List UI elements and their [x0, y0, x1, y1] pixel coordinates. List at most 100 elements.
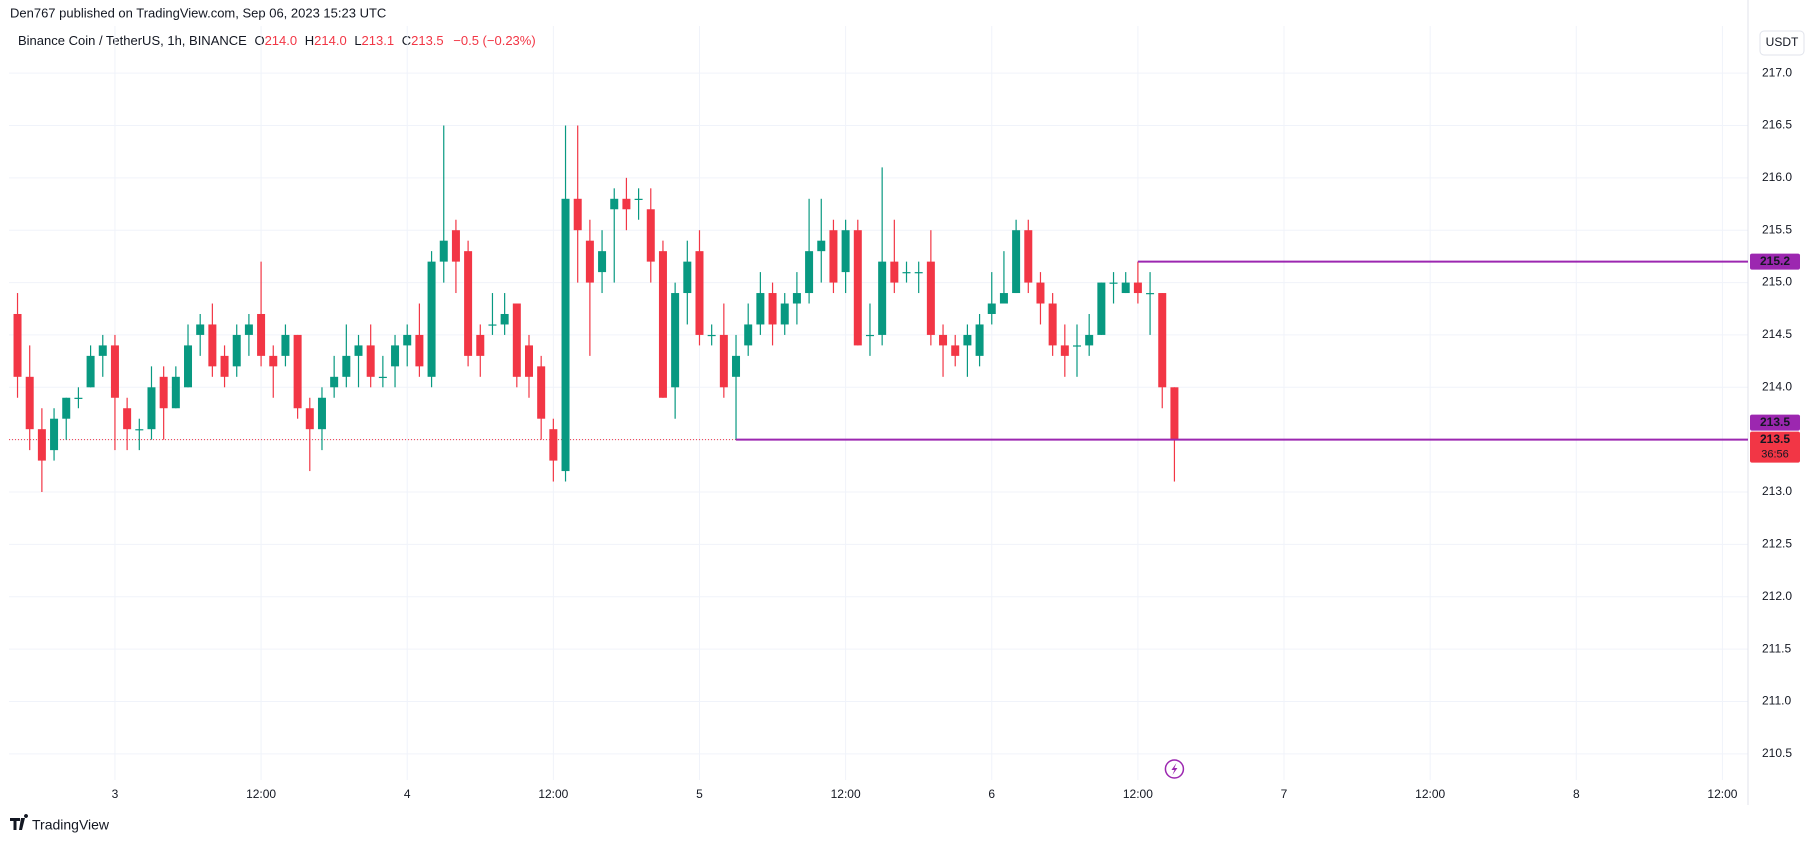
candle-body	[171, 376, 180, 409]
candle-body	[1085, 334, 1094, 346]
candle-body	[549, 429, 558, 461]
l-value: 213.1	[362, 33, 395, 48]
candle-body	[780, 303, 789, 325]
candle-body	[890, 261, 899, 283]
x-tick-label: 4	[404, 787, 411, 801]
candle-body	[25, 376, 34, 430]
candle-body	[184, 345, 193, 388]
currency-button[interactable]	[1759, 30, 1805, 56]
candle-body	[561, 198, 570, 472]
candle-body	[963, 334, 972, 346]
candle-body	[975, 324, 984, 356]
publish-header: Den767 published on TradingView.com, Sep…	[10, 5, 386, 20]
o-label: O	[254, 33, 264, 48]
candle-body	[719, 334, 728, 388]
candle-body	[646, 209, 655, 262]
change: −0.5 (−0.23%)	[453, 33, 535, 48]
candle-body	[744, 324, 753, 346]
candle-body	[1158, 293, 1167, 388]
price-label: 215.2	[1760, 254, 1790, 268]
y-tick-label: 210.5	[1762, 746, 1792, 760]
candle-body	[817, 240, 826, 252]
candle-body	[951, 345, 960, 356]
c-label: C	[402, 33, 411, 48]
legend: Binance Coin / TetherUS, 1h, BINANCE O 21…	[18, 33, 536, 48]
symbol: Binance Coin / TetherUS, 1h, BINANCE	[18, 33, 247, 48]
y-tick-label: 211.5	[1762, 641, 1791, 655]
candle-body	[1133, 282, 1142, 294]
price-label: 213.5	[1760, 415, 1790, 429]
h-label: H	[305, 33, 314, 48]
candle-body	[476, 334, 485, 356]
candle-body	[62, 397, 71, 419]
candle-body	[415, 334, 424, 367]
candle-body	[987, 303, 996, 314]
candle-body	[305, 408, 314, 430]
candle-body	[585, 240, 594, 283]
candle-body	[512, 303, 521, 377]
candle-body	[634, 198, 643, 200]
candle-body	[999, 293, 1008, 304]
candle-body	[841, 230, 850, 273]
candle-body	[671, 293, 680, 388]
y-tick-label: 212.5	[1762, 537, 1792, 551]
candle-body	[464, 251, 473, 356]
candle-body	[439, 240, 448, 262]
candle-body	[378, 376, 387, 379]
candle-body	[500, 313, 509, 325]
x-tick-label: 3	[112, 787, 119, 801]
y-tick-label: 215.5	[1762, 222, 1792, 236]
candle-body	[732, 355, 741, 377]
candle-body	[281, 334, 290, 356]
candle-body	[366, 345, 375, 377]
candle-body	[524, 345, 533, 377]
x-tick-label: 12:00	[246, 787, 276, 801]
candle-body	[1060, 345, 1069, 356]
x-tick-label: 12:00	[1123, 787, 1153, 801]
x-tick-label: 12:00	[831, 787, 861, 801]
y-tick-label: 214.0	[1762, 379, 1792, 393]
candle-body	[926, 261, 935, 335]
candle-body	[1024, 230, 1033, 283]
x-tick-label: 12:00	[538, 787, 568, 801]
last-price-label: 213.5	[1760, 432, 1790, 446]
candle-body	[110, 345, 119, 398]
candle-body	[123, 408, 132, 430]
currency-label[interactable]: USDT	[1766, 35, 1799, 49]
candle-body	[695, 251, 704, 335]
l-label: L	[354, 33, 361, 48]
candle-body	[330, 376, 339, 388]
candle-body	[914, 272, 923, 274]
candle-body	[74, 397, 83, 399]
candle-body	[1121, 282, 1130, 294]
x-tick-label: 8	[1573, 787, 1580, 801]
candle-body	[1109, 282, 1118, 284]
candle-body	[293, 334, 302, 409]
x-tick-label: 5	[696, 787, 703, 801]
candle-body	[391, 345, 400, 367]
candle-body	[135, 429, 144, 431]
candle-body	[208, 324, 217, 367]
candle-body	[683, 261, 692, 294]
candle-body	[610, 198, 619, 210]
candle-body	[658, 251, 667, 398]
y-tick-label: 214.5	[1762, 327, 1792, 341]
y-tick-label: 212.0	[1762, 589, 1792, 603]
c-value: 213.5	[411, 33, 444, 48]
candle-body	[196, 324, 205, 335]
candle-body	[317, 397, 326, 430]
event-icon-bolt	[1171, 763, 1178, 775]
price-label-bg	[1750, 253, 1800, 270]
candle-body	[902, 272, 911, 274]
candle-body	[853, 230, 862, 346]
y-tick-label: 216.0	[1762, 170, 1792, 184]
countdown-label: 36:56	[1761, 449, 1789, 461]
candle-body	[805, 251, 814, 294]
candle-body	[147, 387, 156, 430]
candle-body	[573, 198, 582, 231]
candle-body	[1146, 293, 1155, 295]
x-tick-label: 12:00	[1415, 787, 1445, 801]
candle-body	[1170, 387, 1179, 440]
